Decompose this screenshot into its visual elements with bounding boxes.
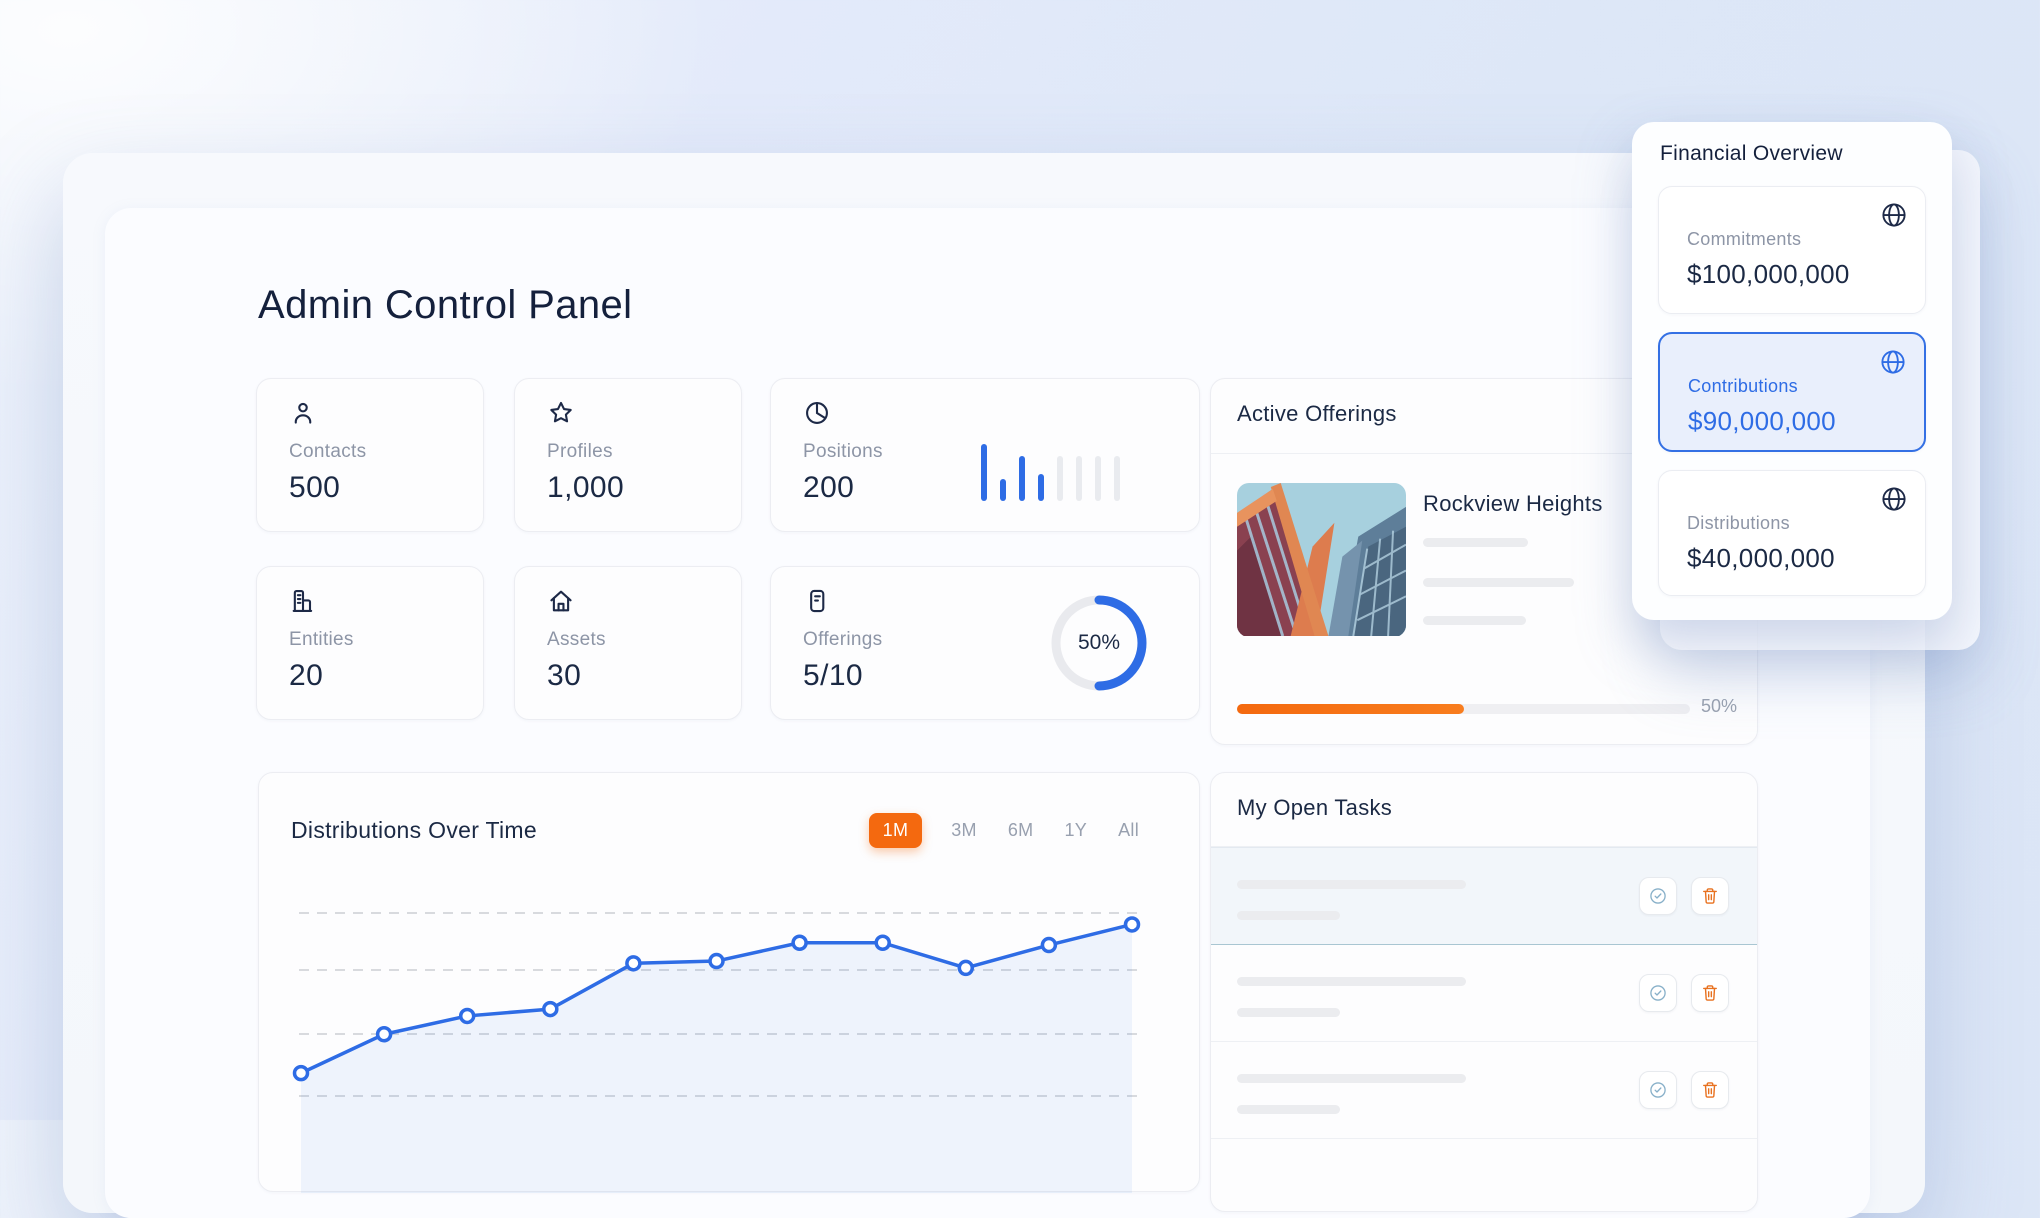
task-list [1211,847,1757,1139]
stat-value: 200 [803,471,855,504]
stat-value: 20 [289,659,324,692]
offering-skeleton-line [1423,538,1528,547]
offering-progress-track [1237,704,1690,714]
active-offerings-title: Active Offerings [1237,401,1397,426]
delete-task-button[interactable] [1691,974,1729,1012]
financial-item-contributions[interactable]: Contributions $90,000,000 [1658,332,1926,452]
offering-progress-fill [1237,704,1464,714]
financial-item-value: $40,000,000 [1687,543,1835,573]
delete-task-button[interactable] [1691,1071,1729,1109]
financial-item-commitments[interactable]: Commitments $100,000,000 [1658,186,1926,314]
divider [1211,453,1757,454]
task-skeleton-line [1237,977,1466,986]
positions-sparkline [981,443,1133,501]
range-tab-3m[interactable]: 3M [951,820,977,840]
home-icon [547,587,575,615]
stat-card-offerings: Offerings 5/10 50% [770,566,1200,720]
donut-percent-label: 50% [1077,631,1121,654]
globe-icon [1878,347,1908,377]
my-open-tasks-panel: My Open Tasks [1210,772,1758,1212]
stat-label: Profiles [547,441,613,462]
task-skeleton-line [1237,1105,1340,1114]
task-row[interactable] [1211,847,1757,945]
building-illustration [1237,483,1406,637]
stat-value: 1,000 [547,471,625,504]
stat-value: 500 [289,471,341,504]
offering-skeleton-line [1423,578,1574,587]
chart-range-tabs: 1M 3M 6M 1Y All [868,813,1141,848]
star-icon [547,399,575,427]
divider [1211,846,1757,847]
financial-item-value: $90,000,000 [1688,406,1836,436]
stat-label: Offerings [803,629,883,650]
person-icon [289,399,317,427]
stat-card-assets: Assets 30 [514,566,742,720]
financial-item-value: $100,000,000 [1687,259,1850,289]
pie-chart-icon [803,399,831,427]
stat-label: Contacts [289,441,367,462]
trash-icon [1703,985,1717,1001]
financial-item-distributions[interactable]: Distributions $40,000,000 [1658,470,1926,596]
complete-task-button[interactable] [1639,877,1677,915]
stat-label: Assets [547,629,606,650]
stat-card-contacts: Contacts 500 [256,378,484,532]
task-skeleton-line [1237,1074,1466,1083]
offerings-donut: 50% [1049,593,1149,693]
task-skeleton-line [1237,1008,1340,1017]
trash-icon [1703,1082,1717,1098]
complete-task-button[interactable] [1639,974,1677,1012]
distributions-chart-card: Distributions Over Time 1M 3M 6M 1Y All [258,772,1200,1193]
offering-name[interactable]: Rockview Heights [1423,491,1603,516]
stat-card-entities: Entities 20 [256,566,484,720]
offering-thumbnail[interactable] [1237,483,1406,637]
check-circle-icon [1650,1082,1666,1098]
financial-overview-card: Financial Overview Commitments $100,000,… [1632,122,1952,620]
financial-item-label: Commitments [1687,229,1802,249]
check-circle-icon [1650,985,1666,1001]
range-tab-all[interactable]: All [1118,820,1139,840]
offering-progress-label: 50% [1701,696,1738,716]
globe-icon [1879,484,1909,514]
financial-item-label: Contributions [1688,376,1798,396]
trash-icon [1703,888,1717,904]
note-icon [803,587,831,615]
task-row[interactable] [1211,1042,1757,1139]
page-title: Admin Control Panel [258,283,633,327]
task-skeleton-line [1237,911,1340,920]
tasks-title: My Open Tasks [1237,795,1393,820]
task-row[interactable] [1211,945,1757,1042]
financial-item-label: Distributions [1687,513,1790,533]
delete-task-button[interactable] [1691,877,1729,915]
offering-skeleton-line [1423,616,1526,625]
chart-title: Distributions Over Time [291,817,537,843]
task-skeleton-line [1237,880,1466,889]
stat-label: Entities [289,629,354,650]
globe-icon [1879,200,1909,230]
stat-card-positions: Positions 200 [770,378,1200,532]
building-icon [289,587,317,615]
stat-label: Positions [803,441,883,462]
check-circle-icon [1650,888,1666,904]
stat-value: 5/10 [803,659,863,692]
complete-task-button[interactable] [1639,1071,1677,1109]
stat-card-profiles: Profiles 1,000 [514,378,742,532]
range-tab-6m[interactable]: 6M [1007,820,1034,840]
range-tab-1y[interactable]: 1Y [1064,820,1088,840]
stat-value: 30 [547,659,582,692]
financial-overview-title: Financial Overview [1660,142,1843,165]
range-tab-1m[interactable]: 1M [868,813,923,848]
